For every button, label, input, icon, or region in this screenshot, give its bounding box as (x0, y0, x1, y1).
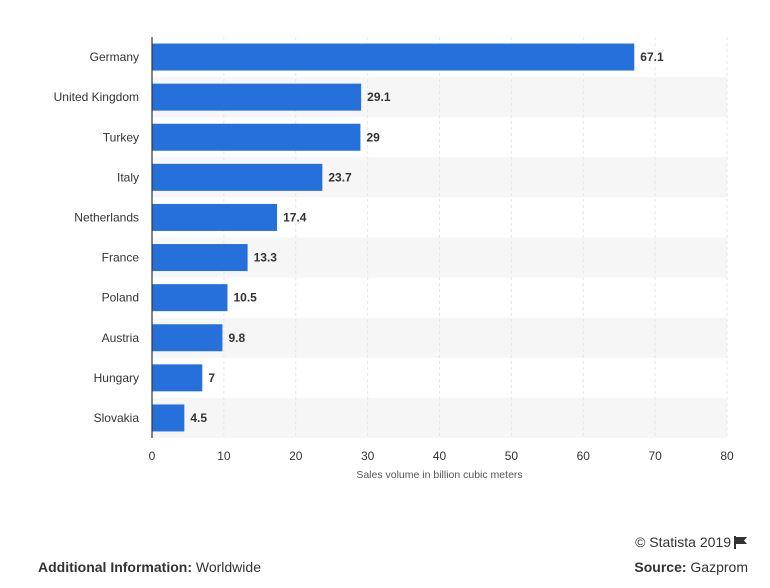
bar (152, 43, 635, 71)
category-label: Austria (102, 331, 140, 345)
x-tick-label: 70 (648, 449, 662, 463)
x-tick-label: 0 (149, 449, 156, 463)
category-label: Slovakia (94, 411, 140, 425)
source-label: Source: (634, 559, 687, 575)
value-label: 4.5 (190, 411, 207, 425)
value-label: 29.1 (367, 90, 391, 104)
x-tick-label: 10 (217, 449, 231, 463)
source-value: Gazprom (690, 559, 748, 575)
bar (152, 83, 362, 111)
category-label: Netherlands (74, 210, 139, 224)
additional-information: Additional Information: Worldwide (38, 559, 261, 575)
category-label: Italy (117, 170, 139, 184)
category-label: United Kingdom (54, 90, 139, 104)
value-label: 9.8 (228, 331, 245, 345)
value-label: 13.3 (254, 251, 278, 265)
row-band (152, 237, 727, 278)
value-label: 29 (366, 130, 380, 144)
bar (152, 364, 203, 392)
x-tick-label: 80 (720, 449, 734, 463)
bar (152, 284, 228, 312)
x-tick-label: 50 (505, 449, 519, 463)
category-label: Germany (90, 50, 139, 64)
x-tick-label: 40 (433, 449, 447, 463)
additional-information-label: Additional Information: (38, 559, 192, 575)
x-axis-title: Sales volume in billion cubic meters (356, 469, 522, 481)
copyright-text: © Statista 2019 (635, 534, 731, 550)
value-label: 7 (208, 371, 215, 385)
flag-icon[interactable] (734, 536, 748, 549)
x-tick-label: 20 (289, 449, 303, 463)
bar (152, 244, 248, 272)
x-tick-label: 60 (577, 449, 591, 463)
bar (152, 203, 278, 231)
bar (152, 163, 323, 191)
value-label: 17.4 (283, 210, 307, 224)
bar (152, 123, 361, 151)
additional-information-value: Worldwide (195, 559, 261, 575)
category-label: Poland (102, 291, 139, 305)
category-label: France (102, 251, 140, 265)
source-info: Source: Gazprom (634, 559, 748, 575)
x-tick-label: 30 (361, 449, 375, 463)
value-label: 10.5 (233, 291, 257, 305)
category-label: Turkey (103, 130, 139, 144)
copyright-notice[interactable]: © Statista 2019 (635, 534, 748, 550)
bar (152, 404, 185, 432)
bar (152, 324, 223, 352)
category-label: Hungary (94, 371, 139, 385)
value-label: 23.7 (328, 170, 352, 184)
bar-chart: Germany 67.1 United Kingdom 29.1 Turkey 29 Ita… (54, 37, 734, 481)
value-label: 67.1 (640, 50, 664, 64)
